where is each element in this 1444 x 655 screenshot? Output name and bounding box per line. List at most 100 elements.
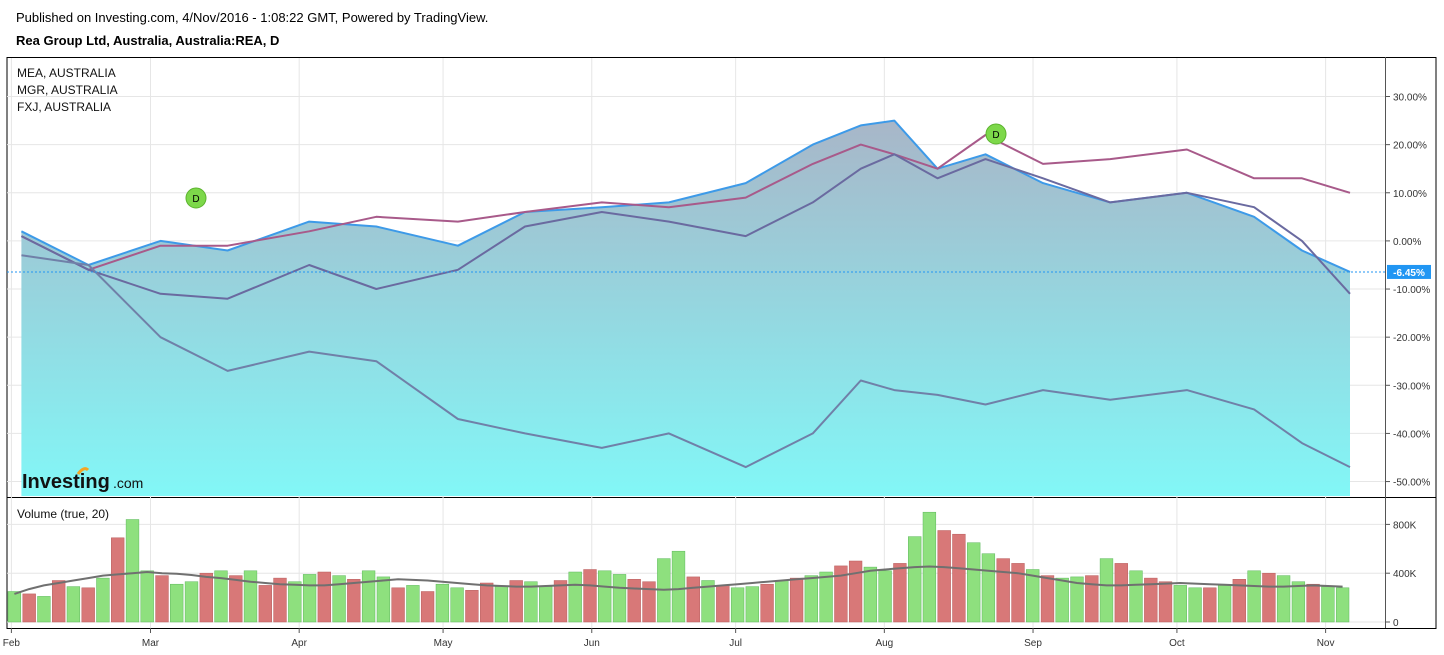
mea-line-series [20, 134, 1351, 271]
x-tick-label: Feb [3, 638, 21, 649]
legend-item-mea: MEA, AUSTRALIA [17, 66, 116, 80]
volume-bar [627, 579, 641, 623]
volume-bar [243, 570, 258, 623]
volume-bar [1173, 585, 1187, 623]
volume-bar [480, 582, 494, 623]
volume-bar [435, 583, 450, 623]
volume-bar [908, 536, 922, 623]
volume-bar [730, 587, 745, 623]
x-tick-label: Mar [142, 638, 160, 649]
published-info: Published on Investing.com, 4/Nov/2016 -… [16, 10, 489, 25]
volume-bar [893, 563, 907, 623]
volume-bar [1114, 563, 1128, 623]
volume-bar [37, 596, 51, 623]
logo-main-text: Investing [22, 471, 110, 493]
logo-suffix-text: .com [113, 475, 143, 491]
volume-bar [1232, 579, 1246, 623]
volume-bar [52, 580, 66, 623]
volume-bar [332, 575, 346, 623]
dividend-marker-label: D [992, 130, 999, 141]
volume-bar [1144, 577, 1158, 623]
volume-bar [1040, 575, 1055, 623]
volume-bar [494, 586, 509, 623]
y-tick-label: -20.00% [1393, 333, 1430, 344]
volume-bar [273, 577, 287, 623]
main-pane-frame [6, 57, 1437, 629]
volume-bar [1291, 581, 1306, 623]
volume-bar [583, 569, 597, 623]
volume-bar [1335, 587, 1350, 623]
volume-bar [1158, 581, 1173, 623]
x-tick-label: Nov [1317, 638, 1335, 649]
volume-bar [1306, 583, 1320, 623]
volume-bar [81, 587, 95, 623]
investing-logo: Investing .com [22, 467, 143, 493]
dividend-marker[interactable]: D [185, 187, 207, 209]
dividend-marker-label: D [192, 194, 199, 205]
volume-bar [7, 591, 22, 623]
volume-bar [716, 585, 730, 623]
volume-bar [1262, 572, 1276, 623]
volume-bar [524, 581, 538, 623]
volume-bar [420, 591, 435, 623]
volume-bar [834, 565, 848, 623]
volume-bar [996, 558, 1010, 623]
volume-bar [612, 574, 627, 623]
y-tick-label: -40.00% [1393, 429, 1430, 440]
volume-bar [1026, 569, 1040, 623]
x-tick-label: Apr [291, 638, 307, 649]
volume-bar [1188, 587, 1202, 623]
volume-y-tick-label: 800K [1393, 520, 1417, 531]
volume-bar [465, 590, 479, 623]
volume-bar [686, 576, 700, 623]
volume-bar [199, 572, 213, 623]
volume-bar [1129, 570, 1143, 623]
fxj-line-series [21, 254, 1351, 469]
volume-bar [878, 570, 892, 623]
volume-bar [391, 587, 405, 623]
x-tick-label: Oct [1169, 638, 1185, 649]
volume-bar [745, 586, 759, 623]
volume-bar [671, 550, 686, 623]
volume-bar [347, 579, 361, 623]
volume-ma-line [14, 565, 1343, 595]
volume-bar [140, 570, 154, 623]
logo-swoosh-icon [76, 467, 90, 475]
y-tick-label: 20.00% [1393, 141, 1427, 152]
x-tick-label: Aug [875, 638, 893, 649]
current-value-label: -6.45% [1393, 268, 1425, 279]
volume-bar [361, 570, 376, 623]
y-tick-label: -10.00% [1393, 285, 1430, 296]
volume-bar [450, 587, 464, 623]
volume-bar [819, 571, 833, 623]
volume-bar [184, 581, 199, 623]
volume-bar [804, 575, 818, 623]
volume-bar [376, 576, 391, 623]
volume-bar [111, 537, 125, 623]
x-tick-label: May [434, 638, 453, 649]
volume-bar [760, 583, 774, 623]
volume-bar [568, 571, 582, 623]
chart-title: Rea Group Ltd, Australia, Australia:REA,… [16, 33, 280, 48]
volume-bar [952, 533, 966, 623]
volume-bar [848, 560, 863, 623]
current-value-badge: -6.45% [1387, 264, 1431, 279]
volume-bar [967, 542, 981, 623]
volume-bar [1276, 575, 1291, 623]
volume-bar [1011, 563, 1025, 623]
y-tick-label: 0.00% [1393, 237, 1421, 248]
y-tick-label: -50.00% [1393, 478, 1430, 489]
volume-bar [1070, 576, 1084, 623]
volume-bar [1321, 586, 1335, 623]
y-tick-label: -30.00% [1393, 381, 1430, 392]
volume-bar [302, 574, 317, 623]
rea-area-fill [21, 120, 1350, 496]
dividend-marker[interactable]: D [985, 123, 1007, 145]
legend: MEA, AUSTRALIA MGR, AUSTRALIA FXJ, AUSTR… [17, 66, 118, 114]
volume-bar [863, 566, 878, 623]
legend-item-fxj: FXJ, AUSTRALIA [17, 100, 111, 114]
volume-bar [288, 581, 302, 623]
volume-bar [155, 575, 169, 623]
volume-bar [1203, 587, 1217, 623]
volume-bar [317, 571, 331, 623]
